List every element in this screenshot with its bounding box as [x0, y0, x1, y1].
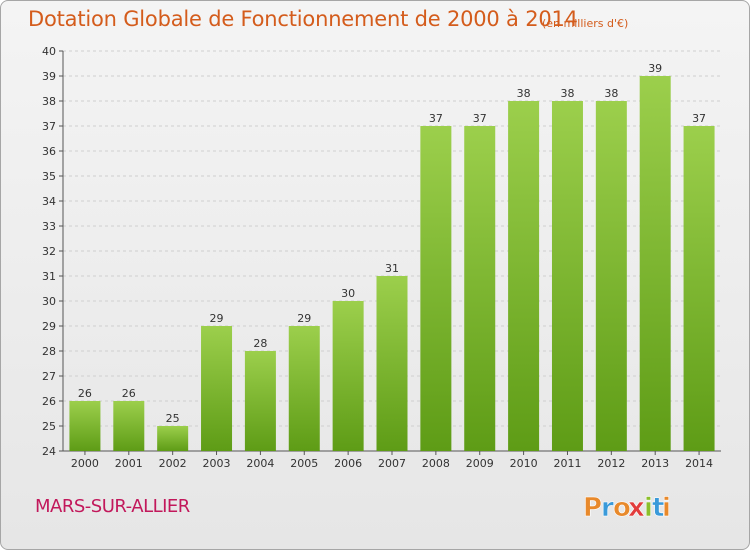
y-tick-label: 32 — [42, 245, 56, 258]
logo-letter: x — [628, 493, 645, 523]
bar-2003 — [201, 326, 233, 451]
y-tick-label: 24 — [42, 445, 56, 458]
y-tick-label: 25 — [42, 420, 56, 433]
logo-letter: i — [662, 493, 671, 523]
x-tick-label-2007: 2007 — [378, 457, 406, 470]
bar-2002 — [157, 426, 189, 451]
bar-2012 — [595, 101, 627, 451]
logo-letter: i — [644, 493, 653, 523]
logo-letter: r — [601, 493, 614, 523]
x-tick-label-2012: 2012 — [597, 457, 625, 470]
y-tick-label: 37 — [42, 120, 56, 133]
data-label-2004: 28 — [253, 337, 267, 350]
bar-2000 — [69, 401, 101, 451]
y-tick-label: 40 — [42, 45, 56, 58]
x-tick-label-2008: 2008 — [422, 457, 450, 470]
y-tick-label: 28 — [42, 345, 56, 358]
data-labels: 26 26 25 29 28 29 30 31 37 37 38 38 38 39 37 — [78, 62, 706, 425]
logo-letter: P — [583, 493, 602, 523]
y-tick-label: 38 — [42, 95, 56, 108]
y-tick-label: 34 — [42, 195, 56, 208]
y-tick-label: 29 — [42, 320, 56, 333]
y-tick-label: 35 — [42, 170, 56, 183]
data-label-2003: 29 — [210, 312, 224, 325]
y-tick-label: 33 — [42, 220, 56, 233]
x-tick-label-2014: 2014 — [685, 457, 713, 470]
bar-2009 — [464, 126, 496, 451]
y-tick-label: 30 — [42, 295, 56, 308]
bar-2004 — [244, 351, 276, 451]
data-label-2000: 26 — [78, 387, 92, 400]
x-tick-label-2000: 2000 — [71, 457, 99, 470]
bar-2001 — [113, 401, 145, 451]
bar-2010 — [508, 101, 540, 451]
x-tick-label-2003: 2003 — [203, 457, 231, 470]
y-tick-label: 27 — [42, 370, 56, 383]
data-label-2007: 31 — [385, 262, 399, 275]
logo-letter: t — [652, 493, 664, 523]
y-tick-label: 31 — [42, 270, 56, 283]
x-tick-label-2009: 2009 — [466, 457, 494, 470]
bar-2013 — [639, 76, 671, 451]
data-label-2014: 37 — [692, 112, 706, 125]
x-tick-label-2001: 2001 — [115, 457, 143, 470]
y-tick-label: 39 — [42, 70, 56, 83]
data-label-2002: 25 — [166, 412, 180, 425]
x-tick-label-2002: 2002 — [159, 457, 187, 470]
bars — [69, 76, 715, 451]
bar-2006 — [332, 301, 364, 451]
bar-2014 — [683, 126, 715, 451]
bar-2011 — [551, 101, 583, 451]
bar-2005 — [288, 326, 320, 451]
data-label-2005: 29 — [297, 312, 311, 325]
logo-letter: o — [613, 493, 631, 523]
data-label-2013: 39 — [648, 62, 662, 75]
tick-labels: 24 25 26 27 28 29 30 31 32 33 34 35 36 37 38 39 40 2000 20… — [42, 45, 713, 470]
data-label-2006: 30 — [341, 287, 355, 300]
bar-2007 — [376, 276, 408, 451]
x-tick-label-2006: 2006 — [334, 457, 362, 470]
data-label-2009: 37 — [473, 112, 487, 125]
x-tick-label-2013: 2013 — [641, 457, 669, 470]
data-label-2010: 38 — [517, 87, 531, 100]
commune-name: MARS-SUR-ALLIER — [35, 496, 190, 517]
x-tick-label-2004: 2004 — [246, 457, 274, 470]
data-label-2012: 38 — [604, 87, 618, 100]
x-tick-label-2005: 2005 — [290, 457, 318, 470]
x-tick-label-2011: 2011 — [553, 457, 581, 470]
proxiti-logo: Pr ox i ti — [583, 493, 672, 524]
data-label-2011: 38 — [560, 87, 574, 100]
y-tick-label: 26 — [42, 395, 56, 408]
bar-2008 — [420, 126, 452, 451]
chart-title: Dotation Globale de Fonctionnement de 20… — [28, 7, 578, 31]
chart-subtitle: (en milliers d'€) — [542, 17, 629, 30]
x-tick-label-2010: 2010 — [510, 457, 538, 470]
data-label-2001: 26 — [122, 387, 136, 400]
data-label-2008: 37 — [429, 112, 443, 125]
y-tick-label: 36 — [42, 145, 56, 158]
